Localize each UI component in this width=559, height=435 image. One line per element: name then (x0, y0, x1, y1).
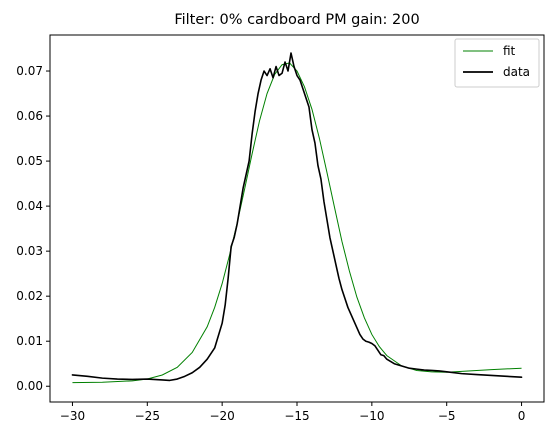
chart-title: Filter: 0% cardboard PM gain: 200 (174, 12, 419, 28)
legend: fit data (454, 38, 540, 88)
legend-box (454, 38, 540, 88)
y-tick-label: 0.01 (16, 334, 43, 348)
y-tick-label: 0.05 (16, 154, 43, 168)
x-axis: −30 −25 −20 −15 −10 −5 0 (60, 402, 526, 423)
y-tick-label: 0.06 (16, 109, 43, 123)
legend-fit-label: fit (503, 44, 516, 58)
series-data-line (71, 52, 523, 382)
x-tick-label: −5 (438, 409, 456, 423)
x-tick-label: −20 (209, 409, 234, 423)
plot-frame (49, 34, 545, 403)
legend-data-label: data (503, 65, 530, 79)
x-tick-label: −10 (359, 409, 384, 423)
y-tick-label: 0.00 (16, 379, 43, 393)
series-fit-line (72, 62, 522, 384)
y-axis: 0.00 0.01 0.02 0.03 0.04 0.05 0.06 0.07 (16, 64, 50, 393)
y-tick-label: 0.03 (16, 244, 43, 258)
y-tick-label: 0.02 (16, 289, 43, 303)
x-tick-label: −15 (284, 409, 309, 423)
x-tick-label: −25 (135, 409, 160, 423)
x-tick-label: −30 (60, 409, 85, 423)
y-tick-label: 0.04 (16, 199, 43, 213)
x-tick-label: 0 (518, 409, 526, 423)
y-tick-label: 0.07 (16, 64, 43, 78)
